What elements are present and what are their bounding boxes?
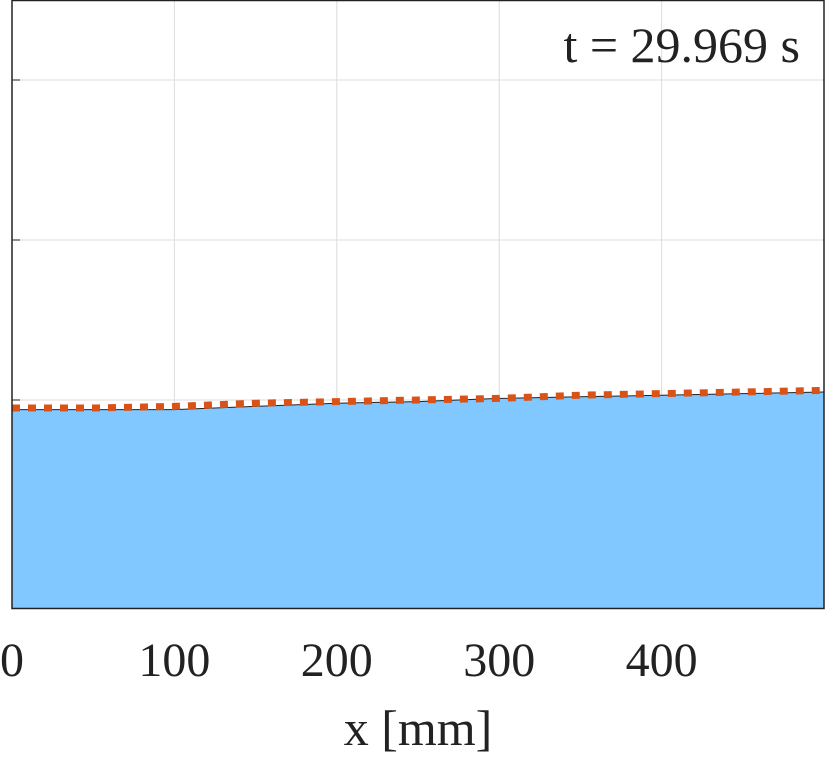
x-tick-label: 200 [301, 634, 373, 687]
x-tick-label: 400 [626, 634, 698, 687]
x-tick-label: 100 [138, 634, 210, 687]
water-area [12, 392, 824, 608]
plot-frame [11, 0, 825, 610]
x-tick-label: 300 [463, 634, 535, 687]
time-annotation: t = 29.969 s [563, 17, 800, 73]
plot: 0 100 200 300 400 [0, 0, 825, 687]
x-tick-label: 0 [0, 634, 24, 687]
x-axis-label: x [mm] [344, 700, 493, 756]
surface-line [12, 386, 825, 412]
